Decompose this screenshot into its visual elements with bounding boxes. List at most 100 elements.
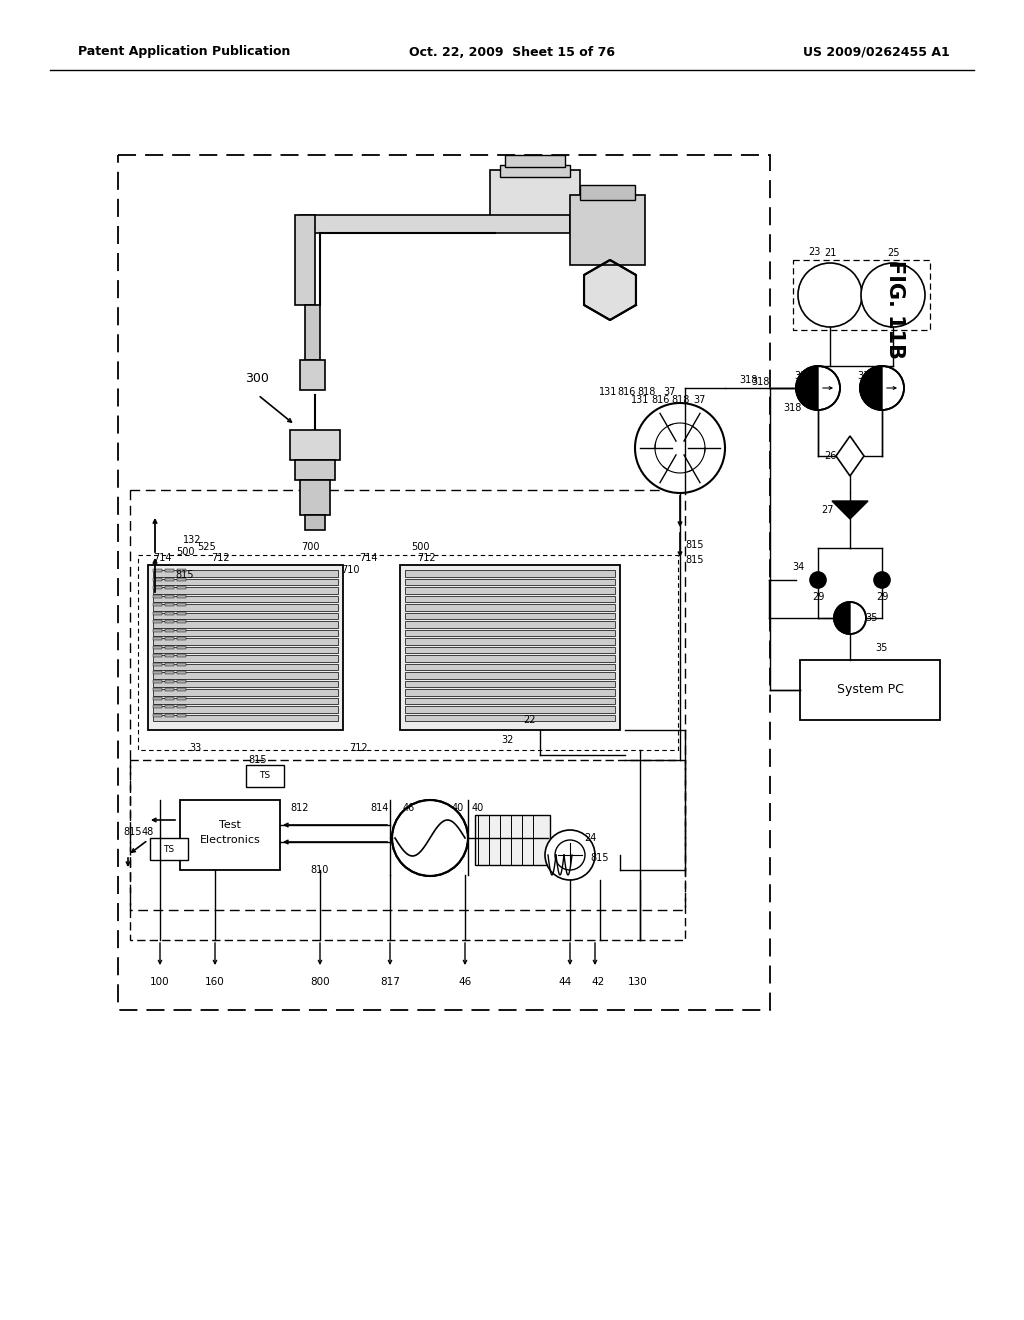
Polygon shape [153,697,338,704]
Text: 29: 29 [812,591,824,602]
Text: 35: 35 [866,612,879,623]
Polygon shape [177,714,186,717]
Polygon shape [295,215,315,305]
Polygon shape [150,838,188,861]
Polygon shape [165,663,174,665]
Polygon shape [153,620,338,627]
Polygon shape [177,569,186,572]
Polygon shape [406,620,615,627]
Polygon shape [177,688,186,690]
Text: 26: 26 [824,451,837,461]
Polygon shape [153,647,338,653]
Text: 46: 46 [459,977,472,987]
Polygon shape [177,620,186,623]
Text: 23: 23 [808,247,820,257]
Text: US 2009/0262455 A1: US 2009/0262455 A1 [803,45,950,58]
Text: 31: 31 [794,371,806,381]
Polygon shape [406,672,615,678]
Circle shape [545,830,595,880]
Polygon shape [300,360,325,389]
Polygon shape [406,714,615,721]
Text: 815: 815 [249,755,267,766]
Polygon shape [153,638,338,644]
Polygon shape [831,502,868,519]
Text: 300: 300 [245,371,269,384]
Polygon shape [570,195,645,265]
Polygon shape [406,681,615,686]
Polygon shape [177,653,186,657]
Polygon shape [165,688,174,690]
Polygon shape [153,612,338,619]
Text: 40: 40 [472,803,484,813]
Polygon shape [406,578,615,585]
Polygon shape [300,480,330,515]
Polygon shape [406,595,615,602]
Text: 27: 27 [821,506,835,515]
Text: 712: 712 [211,553,229,564]
Polygon shape [505,154,565,168]
Text: 318: 318 [751,378,769,387]
Text: 318: 318 [738,375,757,385]
Text: 500: 500 [176,546,195,557]
Polygon shape [153,578,162,581]
Text: 815: 815 [591,853,609,863]
Polygon shape [406,655,615,661]
Polygon shape [153,630,338,636]
Text: 131: 131 [599,387,617,397]
Polygon shape [153,628,162,631]
Text: 132: 132 [183,535,202,545]
Circle shape [860,366,904,411]
Polygon shape [177,638,186,640]
Text: 710: 710 [341,565,359,576]
Polygon shape [305,305,319,360]
Text: 44: 44 [558,977,571,987]
Text: 22: 22 [523,715,537,725]
Polygon shape [153,706,338,713]
Circle shape [810,572,826,587]
Polygon shape [177,680,186,682]
Polygon shape [406,570,615,577]
Text: 810: 810 [311,865,329,875]
Polygon shape [153,655,338,661]
Polygon shape [406,664,615,671]
Circle shape [874,572,890,587]
Wedge shape [860,366,882,411]
Circle shape [796,366,840,411]
Circle shape [834,602,866,634]
Polygon shape [800,660,940,719]
Polygon shape [153,653,162,657]
Polygon shape [305,515,325,531]
Polygon shape [165,697,174,700]
Text: 816: 816 [617,387,636,397]
Polygon shape [165,645,174,648]
Polygon shape [165,705,174,708]
Polygon shape [406,605,615,610]
Polygon shape [406,612,615,619]
Text: 714: 714 [358,553,377,564]
Polygon shape [153,578,338,585]
Polygon shape [246,766,284,787]
Text: 131: 131 [631,395,649,405]
Polygon shape [490,170,580,224]
Text: 21: 21 [824,248,837,257]
Polygon shape [153,603,162,606]
Text: FIG. 11B: FIG. 11B [885,260,905,359]
Polygon shape [153,594,162,598]
Polygon shape [153,620,162,623]
Polygon shape [153,705,162,708]
Text: 814: 814 [371,803,389,813]
Text: 817: 817 [380,977,400,987]
Wedge shape [796,366,818,411]
Text: 812: 812 [291,803,309,813]
Polygon shape [165,586,174,589]
Polygon shape [153,671,162,675]
Polygon shape [153,714,338,721]
Polygon shape [177,663,186,665]
Polygon shape [165,594,174,598]
Text: 712: 712 [349,743,368,752]
Text: 100: 100 [151,977,170,987]
Polygon shape [580,185,635,201]
Text: Oct. 22, 2009  Sheet 15 of 76: Oct. 22, 2009 Sheet 15 of 76 [409,45,615,58]
Text: Test: Test [219,820,241,830]
Text: 46: 46 [402,803,415,813]
